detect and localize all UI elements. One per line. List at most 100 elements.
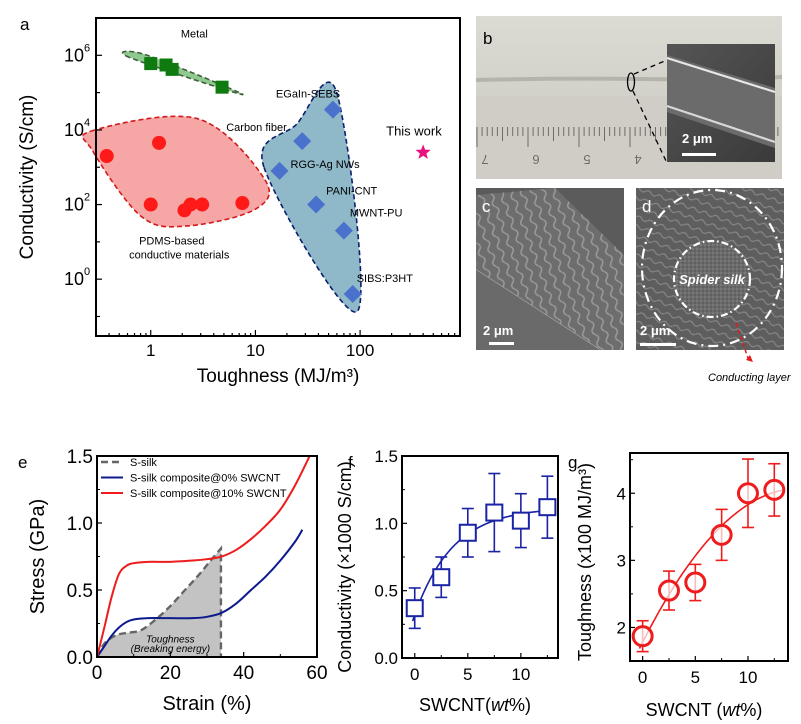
fit-curve — [411, 509, 553, 622]
data-point — [736, 482, 759, 505]
y-tick-label: 10 — [64, 269, 84, 289]
material-marker — [270, 161, 289, 180]
scale-bar-c — [489, 342, 514, 345]
axes-f: 0 5 10 0.0 0.5 1.0 1.5 — [374, 447, 548, 684]
x-tick-label: 20 — [160, 663, 181, 684]
x-tick-label: 0 — [638, 668, 647, 687]
annotation-line1: Toughness — [146, 634, 195, 645]
y-tick-exponent: 0 — [84, 266, 90, 278]
axes-g: 0 5 10 2 3 4 — [617, 459, 775, 687]
panel-a: a Metal PDMS-based conductive materials EGa… — [17, 15, 461, 387]
y-tick-label: 10 — [64, 120, 84, 140]
callout-arrow-icon — [746, 355, 753, 362]
scale-bar-d — [640, 343, 676, 346]
pdms-marker — [99, 149, 114, 164]
material-label: PANI-CNT — [326, 186, 377, 198]
metal-marker — [144, 57, 158, 71]
data-point — [631, 625, 654, 648]
annotation-line2: (Breaking energy) — [131, 644, 210, 655]
outer-boundary — [640, 188, 784, 348]
material-marker — [293, 132, 312, 151]
scale-bar-label-b: 2 μm — [682, 131, 712, 146]
panel-label-e: e — [18, 453, 27, 472]
toughness-annotation: Toughness(Breaking energy) — [131, 634, 210, 655]
fit-curve — [638, 489, 785, 649]
legend-label: S-silk composite@10% SWCNT — [130, 488, 287, 500]
x-axis-label-e: Strain (%) — [163, 693, 252, 715]
plot-area-g — [631, 458, 786, 653]
zoom-guide-bottom — [632, 90, 668, 164]
panel-d-image: Spider silk d 2 μm Conducting layer — [636, 188, 792, 384]
data-point — [657, 579, 680, 602]
data-point — [684, 571, 707, 594]
material-label: MWNT-PU — [350, 208, 403, 220]
y-tick-exponent: 6 — [84, 42, 90, 54]
callout-line — [735, 322, 749, 359]
panel-c-image: c 2 μm — [476, 188, 624, 350]
x-tick-label: 40 — [233, 663, 254, 684]
ruler-number: 5 — [583, 152, 590, 167]
series-line-0pct — [96, 529, 304, 658]
x-tick-label: 0 — [92, 663, 103, 684]
sem-inset-b: 2 μm — [666, 44, 776, 162]
region-layer — [81, 50, 362, 313]
panel-label-a: a — [20, 15, 30, 34]
legend-label: S-silk — [130, 457, 157, 469]
spider-silk-core — [674, 241, 750, 317]
ruler-numbers: 7 6 5 4 — [481, 152, 641, 167]
y-axis-label-g: Toughness (x100 MJ/m³) — [575, 463, 595, 661]
zoom-guide-top — [633, 59, 668, 75]
inner-boundary — [672, 239, 752, 319]
y-tick-label: 10 — [64, 45, 84, 65]
material-label: RGG-Ag NWs — [291, 159, 361, 171]
panel-label-f: f — [348, 453, 353, 472]
y-tick-label: 2 — [617, 618, 626, 637]
panel-g: g 0 5 10 2 3 4 SWCNT (wt%) Toughness (x100 MJ… — [568, 452, 789, 720]
this-work-label: This work — [386, 123, 442, 138]
ruler-number: 6 — [532, 152, 539, 167]
y-tick-label: 1.5 — [67, 447, 93, 468]
pdms-marker — [152, 135, 167, 150]
y-tick-label: 4 — [617, 484, 626, 503]
data-point — [511, 511, 530, 530]
x-axis-label-f: SWCNT(wt%) — [419, 695, 531, 715]
x-tick-label: 1 — [146, 341, 155, 360]
legend-label: S-silk composite@0% SWCNT — [130, 473, 281, 485]
panel-label-c: c — [482, 197, 491, 216]
material-marker — [334, 221, 353, 240]
x-tick-label: 5 — [691, 668, 700, 687]
y-axis-label-f: Conductivity (×1000 S/cm) — [335, 461, 355, 673]
data-point — [458, 523, 477, 542]
legend-e: S-silk S-silk composite@0% SWCNT S-silk co… — [101, 457, 287, 500]
ruler-ticks — [476, 127, 779, 147]
pdms-marker — [143, 197, 158, 212]
x-tick-label: 100 — [346, 341, 374, 360]
material-marker — [343, 285, 362, 304]
y-axis-label-e: Stress (GPa) — [27, 499, 49, 615]
pdms-label-line1: PDMS-based — [139, 236, 204, 248]
y-tick-label: 0.5 — [67, 581, 93, 602]
x-tick-label: 10 — [739, 668, 758, 687]
marker-layer — [99, 57, 431, 304]
data-point — [763, 478, 786, 501]
conducting-layer-label: Conducting layer — [708, 372, 792, 384]
material-marker — [323, 100, 342, 119]
material-marker — [307, 195, 326, 214]
spider-silk-label: Spider silk — [679, 272, 746, 287]
y-tick-label: 1.5 — [374, 447, 398, 466]
panel-label-b: b — [483, 29, 492, 48]
y-tick-label: 10 — [64, 195, 84, 215]
material-label: SIBS:P3HT — [357, 273, 414, 285]
scale-bar-b — [682, 153, 716, 156]
x-tick-label: 10 — [246, 341, 265, 360]
metal-marker — [165, 62, 179, 76]
plot-frame-a — [95, 17, 461, 337]
metal-marker — [215, 80, 229, 94]
panel-label-g: g — [568, 453, 577, 472]
material-label: Carbon fiber — [226, 122, 287, 134]
plot-area-f — [405, 472, 557, 630]
x-tick-label: 60 — [306, 663, 327, 684]
scale-bar-label-d: 2 μm — [640, 323, 670, 338]
